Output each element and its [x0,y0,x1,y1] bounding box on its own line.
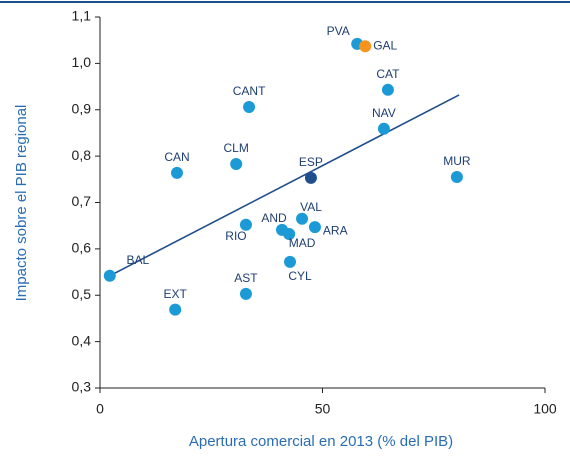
x-tick-label: 50 [315,401,331,417]
point-label: ARA [323,223,348,237]
point-label: CAT [376,67,400,81]
point-label: CLM [223,141,248,155]
point-label: BAL [126,253,149,267]
y-tick-label: 0,7 [72,193,92,209]
point-label: AND [261,211,287,225]
point [169,303,182,316]
x-tick-label: 100 [533,401,557,417]
point [284,255,297,268]
point-label: PVA [327,24,350,38]
point [283,228,296,241]
y-tick-label: 0,5 [72,286,92,302]
y-tick-label: 1,0 [72,54,92,70]
point-label: CYL [288,269,312,283]
point [450,170,463,183]
y-tick-label: 1,1 [72,8,92,24]
y-axis-label: Impacto sobre el PIB regional [13,105,30,302]
point [239,287,252,300]
y-tick-label: 0,3 [72,379,92,395]
point-label: MUR [443,154,471,168]
point-label: AST [234,271,258,285]
point-label: CANT [233,84,266,98]
point-label: ESP [299,155,323,169]
y-tick-label: 0,6 [72,240,92,256]
point-label: NAV [372,106,396,120]
point [304,171,317,184]
point [239,218,252,231]
trend-line [109,94,460,277]
point-label: VAL [300,200,322,214]
point-label: EXT [164,287,188,301]
x-tick-label: 0 [96,401,104,417]
point [103,269,116,282]
point-label: MAD [289,236,316,250]
y-tick-label: 0,8 [72,147,92,163]
point [381,83,394,96]
y-tick-label: 0,4 [72,332,92,348]
point [308,221,321,234]
point [359,40,372,53]
point [230,158,243,171]
point-label: CAN [164,150,189,164]
point [170,166,183,179]
point [296,212,309,225]
point [377,122,390,135]
x-axis-label: Apertura comercial en 2013 (% del PIB) [189,433,453,450]
point [243,100,256,113]
point-label: GAL [373,38,397,52]
point-label: RIO [225,229,246,243]
y-tick-label: 0,9 [72,100,92,116]
